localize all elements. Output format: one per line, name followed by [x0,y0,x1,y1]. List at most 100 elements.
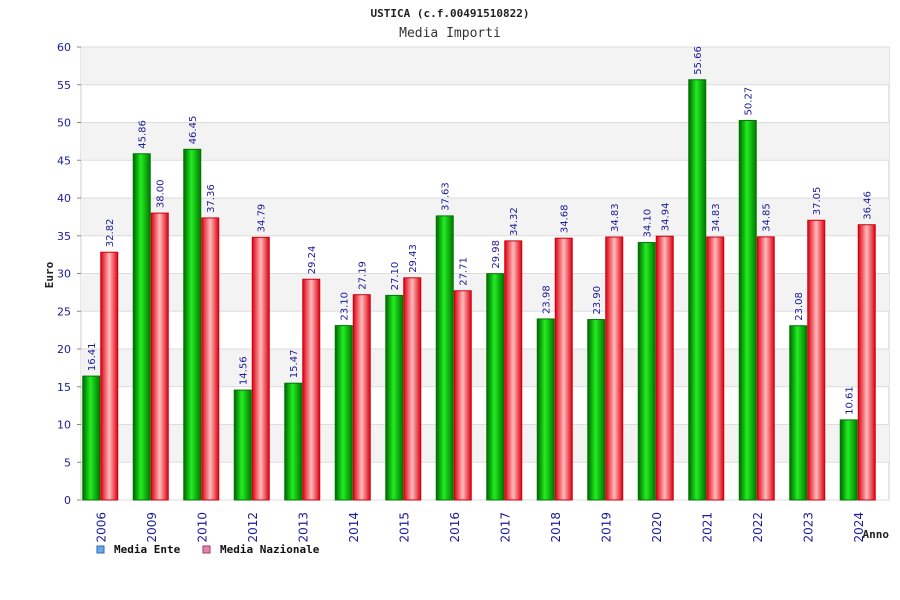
value-label-media-nazionale-2024: 36.46 [863,191,874,220]
legend-swatch-media-ente [96,545,105,554]
bar-media-ente-2015 [385,294,404,501]
bar-media-nazionale-2009 [150,212,169,501]
x-tick-label-2019: 2019 [599,512,613,543]
value-label-media-ente-2022: 50.27 [744,87,755,116]
value-label-media-ente-2021: 55.66 [693,46,704,75]
x-tick-label-2013: 2013 [296,512,310,543]
y-tick-label: 20 [57,343,71,356]
bar-media-ente-2013 [284,382,303,501]
value-label-media-nazionale-2022: 34.85 [762,203,773,232]
bar-media-nazionale-2006 [100,251,119,501]
value-label-media-ente-2013: 15.47 [289,350,300,379]
legend: Media Ente Media Nazionale [96,543,320,556]
value-label-media-ente-2009: 45.86 [138,120,149,149]
legend-swatch-media-nazionale [202,545,211,554]
x-tick-label-2015: 2015 [397,512,411,543]
x-tick-label-2021: 2021 [700,512,714,543]
value-label-media-nazionale-2017: 34.32 [509,207,520,236]
value-label-media-nazionale-2009: 38.00 [156,179,167,208]
x-tick-label-2009: 2009 [145,512,159,543]
bar-media-nazionale-2012 [251,236,270,501]
bar-media-ente-2006 [82,375,101,501]
x-tick-label-2012: 2012 [246,512,260,543]
bar-media-nazionale-2020 [655,235,674,501]
x-tick-label-2017: 2017 [498,512,512,543]
bar-media-nazionale-2023 [807,219,826,501]
x-tick-label-2016: 2016 [448,512,462,543]
y-tick-label: 5 [64,456,71,469]
value-label-media-nazionale-2018: 34.68 [560,205,571,234]
bar-media-nazionale-2013 [302,278,321,501]
x-tick-label-2022: 2022 [751,512,765,543]
x-tick-label-2014: 2014 [347,512,361,543]
bar-media-nazionale-2018 [554,237,573,501]
grid-band [81,47,889,85]
bar-media-ente-2022 [738,119,757,501]
bar-media-ente-2009 [132,153,151,501]
y-tick-label: 45 [57,154,71,167]
x-tick-label-2018: 2018 [549,512,563,543]
y-tick-label: 55 [57,79,71,92]
grid-band [81,122,889,161]
bar-media-nazionale-2010 [201,217,220,501]
y-tick-label: 25 [57,305,71,318]
value-label-media-ente-2019: 23.90 [592,286,603,315]
bar-media-nazionale-2021 [706,236,725,501]
bars [82,79,876,501]
bar-media-nazionale-2015 [403,277,422,501]
x-tick-label-2023: 2023 [801,512,815,543]
y-tick-label: 15 [57,381,71,394]
bar-media-ente-2021 [688,79,707,501]
bar-media-ente-2010 [183,148,202,501]
value-label-media-ente-2010: 46.45 [188,116,199,145]
value-label-media-ente-2014: 23.10 [340,292,351,321]
x-tick-label-2020: 2020 [650,512,664,543]
value-label-media-nazionale-2010: 37.36 [206,184,217,213]
value-label-media-ente-2016: 37.63 [441,182,452,211]
y-tick-label: 35 [57,230,71,243]
legend-label-media-ente: Media Ente [114,543,181,556]
value-labels: 16.41 32.82 45.86 38.00 46.45 37.36 14.56 34.79… [87,46,874,415]
x-tick-label-2006: 2006 [94,512,108,543]
bar-media-nazionale-2022 [756,236,775,501]
value-label-media-ente-2018: 23.98 [542,285,553,314]
x-axis-label: Anno [863,528,890,541]
bar-media-nazionale-2014 [352,294,371,501]
bar-media-nazionale-2016 [453,290,472,501]
bar-media-ente-2017 [486,273,505,501]
value-label-media-ente-2017: 29.98 [491,240,502,269]
y-tick-label: 0 [64,494,71,507]
bar-media-ente-2014 [334,325,353,501]
y-tick-label: 30 [57,268,71,281]
bar-media-ente-2016 [435,215,454,501]
value-label-media-ente-2015: 27.10 [390,262,401,291]
value-label-media-nazionale-2016: 27.71 [459,257,470,286]
bar-media-ente-2024 [839,419,858,501]
value-label-media-nazionale-2013: 29.24 [307,246,318,275]
value-label-media-nazionale-2020: 34.94 [661,203,672,232]
bar-media-ente-2012 [233,389,252,501]
value-label-media-ente-2024: 10.61 [845,386,856,415]
legend-label-media-nazionale: Media Nazionale [220,543,320,556]
value-label-media-nazionale-2012: 34.79 [257,204,268,233]
bar-media-nazionale-2024 [857,224,876,501]
value-label-media-ente-2012: 14.56 [239,356,250,385]
y-axis-label: Euro [43,261,56,288]
y-axis-ticks: 0 5 10 15 20 25 30 35 40 45 50 55 60 [57,41,81,507]
bar-media-ente-2019 [587,319,606,501]
value-label-media-ente-2023: 23.08 [794,292,805,321]
y-tick-label: 60 [57,41,71,54]
bar-media-ente-2020 [637,242,656,501]
value-label-media-ente-2006: 16.41 [87,342,98,371]
value-label-media-nazionale-2015: 29.43 [408,244,419,273]
value-label-media-nazionale-2023: 37.05 [812,187,823,216]
bar-media-nazionale-2019 [605,236,624,501]
y-tick-label: 50 [57,117,71,130]
bar-media-ente-2018 [536,318,555,501]
value-label-media-nazionale-2021: 34.83 [711,203,722,232]
chart-subtitle: Media Importi [399,26,501,41]
bar-media-nazionale-2017 [504,240,523,501]
chart-title: USTICA (c.f.00491510822) [371,7,530,20]
x-axis-ticks: 2006 2009 2010 2012 2013 2014 2015 2016 2017 2018… [94,512,866,543]
